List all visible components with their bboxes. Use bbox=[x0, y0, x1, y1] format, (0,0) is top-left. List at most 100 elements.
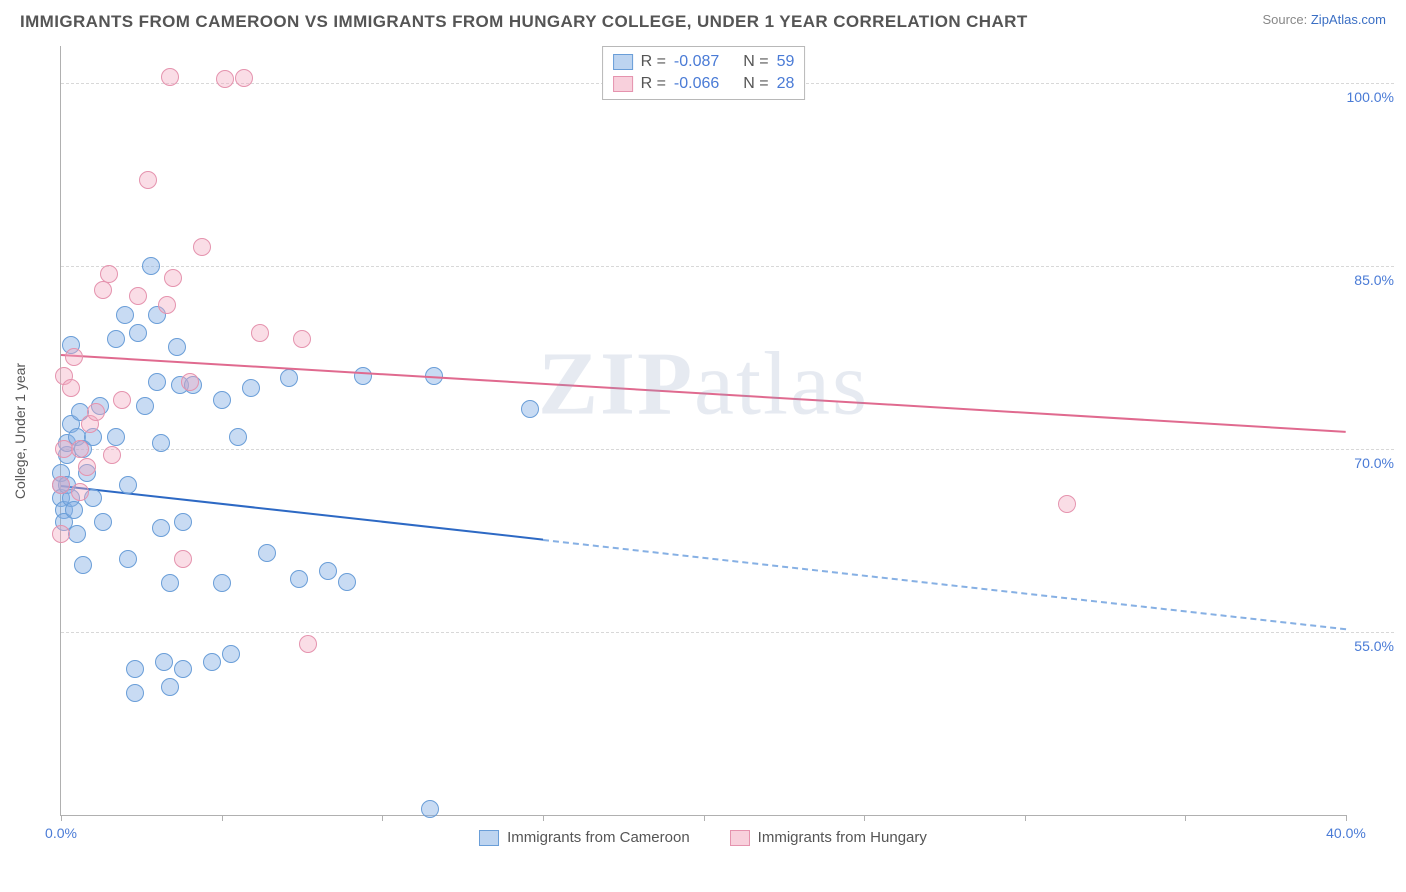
data-point bbox=[74, 556, 92, 574]
x-tick bbox=[864, 815, 865, 821]
trend-line bbox=[61, 485, 543, 541]
data-point bbox=[258, 544, 276, 562]
legend-R-label: R = bbox=[641, 75, 666, 93]
data-point bbox=[103, 446, 121, 464]
data-point bbox=[229, 428, 247, 446]
x-tick bbox=[704, 815, 705, 821]
legend-R-value: -0.066 bbox=[674, 75, 719, 93]
source-attribution: Source: ZipAtlas.com bbox=[1262, 12, 1386, 27]
data-point bbox=[293, 330, 311, 348]
data-point bbox=[152, 519, 170, 537]
data-point bbox=[65, 348, 83, 366]
data-point bbox=[87, 403, 105, 421]
data-point bbox=[290, 570, 308, 588]
legend-swatch bbox=[613, 54, 633, 70]
data-point bbox=[71, 440, 89, 458]
data-point bbox=[100, 265, 118, 283]
x-tick bbox=[1346, 815, 1347, 821]
data-point bbox=[213, 391, 231, 409]
legend-row: R =-0.066N =28 bbox=[613, 73, 795, 95]
data-point bbox=[129, 287, 147, 305]
data-point bbox=[94, 513, 112, 531]
series-legend-label: Immigrants from Hungary bbox=[758, 829, 927, 846]
data-point bbox=[319, 562, 337, 580]
data-point bbox=[216, 70, 234, 88]
series-legend-item: Immigrants from Hungary bbox=[730, 829, 927, 846]
legend-N-label: N = bbox=[743, 53, 768, 71]
y-axis-label: College, Under 1 year bbox=[12, 363, 28, 499]
gridline bbox=[61, 266, 1394, 267]
data-point bbox=[107, 428, 125, 446]
gridline bbox=[61, 632, 1394, 633]
x-tick bbox=[61, 815, 62, 821]
legend-swatch bbox=[479, 830, 499, 846]
data-point bbox=[116, 306, 134, 324]
data-point bbox=[203, 653, 221, 671]
data-point bbox=[213, 574, 231, 592]
data-point bbox=[161, 678, 179, 696]
data-point bbox=[280, 369, 298, 387]
gridline bbox=[61, 449, 1394, 450]
data-point bbox=[222, 645, 240, 663]
correlation-legend: R =-0.087N =59R =-0.066N =28 bbox=[602, 46, 806, 100]
data-point bbox=[119, 550, 137, 568]
data-point bbox=[251, 324, 269, 342]
chart-title: IMMIGRANTS FROM CAMEROON VS IMMIGRANTS F… bbox=[20, 12, 1028, 32]
data-point bbox=[129, 324, 147, 342]
data-point bbox=[68, 525, 86, 543]
y-tick-label: 85.0% bbox=[1354, 272, 1394, 288]
legend-N-value: 28 bbox=[777, 75, 795, 93]
data-point bbox=[71, 483, 89, 501]
x-tick bbox=[543, 815, 544, 821]
plot-container: College, Under 1 year ZIPatlas R =-0.087… bbox=[60, 46, 1346, 816]
source-label: Source: bbox=[1262, 12, 1310, 27]
source-link[interactable]: ZipAtlas.com bbox=[1311, 12, 1386, 27]
series-legend-label: Immigrants from Cameroon bbox=[507, 829, 690, 846]
data-point bbox=[299, 635, 317, 653]
data-point bbox=[235, 69, 253, 87]
data-point bbox=[338, 573, 356, 591]
data-point bbox=[113, 391, 131, 409]
data-point bbox=[168, 338, 186, 356]
data-point bbox=[174, 660, 192, 678]
legend-R-label: R = bbox=[641, 53, 666, 71]
y-tick-label: 70.0% bbox=[1354, 455, 1394, 471]
data-point bbox=[1058, 495, 1076, 513]
data-point bbox=[148, 373, 166, 391]
data-point bbox=[126, 660, 144, 678]
legend-swatch bbox=[730, 830, 750, 846]
data-point bbox=[136, 397, 154, 415]
data-point bbox=[521, 400, 539, 418]
data-point bbox=[158, 296, 176, 314]
legend-swatch bbox=[613, 76, 633, 92]
series-legend: Immigrants from Cameroon Immigrants from … bbox=[60, 829, 1346, 846]
data-point bbox=[139, 171, 157, 189]
header-row: IMMIGRANTS FROM CAMEROON VS IMMIGRANTS F… bbox=[0, 0, 1406, 36]
legend-N-value: 59 bbox=[777, 53, 795, 71]
data-point bbox=[107, 330, 125, 348]
legend-R-value: -0.087 bbox=[674, 53, 719, 71]
data-point bbox=[52, 476, 70, 494]
data-point bbox=[421, 800, 439, 818]
data-point bbox=[119, 476, 137, 494]
data-point bbox=[155, 653, 173, 671]
data-point bbox=[142, 257, 160, 275]
y-tick-label: 55.0% bbox=[1354, 638, 1394, 654]
data-point bbox=[174, 550, 192, 568]
data-point bbox=[354, 367, 372, 385]
data-point bbox=[62, 379, 80, 397]
data-point bbox=[52, 525, 70, 543]
data-point bbox=[152, 434, 170, 452]
scatter-plot: ZIPatlas R =-0.087N =59R =-0.066N =28 55… bbox=[60, 46, 1346, 816]
data-point bbox=[161, 574, 179, 592]
data-point bbox=[78, 458, 96, 476]
data-point bbox=[94, 281, 112, 299]
series-legend-item: Immigrants from Cameroon bbox=[479, 829, 690, 846]
data-point bbox=[242, 379, 260, 397]
x-tick bbox=[382, 815, 383, 821]
legend-row: R = -0.087 N = 59 bbox=[613, 51, 795, 73]
x-tick bbox=[222, 815, 223, 821]
data-point bbox=[126, 684, 144, 702]
y-tick-label: 100.0% bbox=[1347, 89, 1394, 105]
data-point bbox=[164, 269, 182, 287]
